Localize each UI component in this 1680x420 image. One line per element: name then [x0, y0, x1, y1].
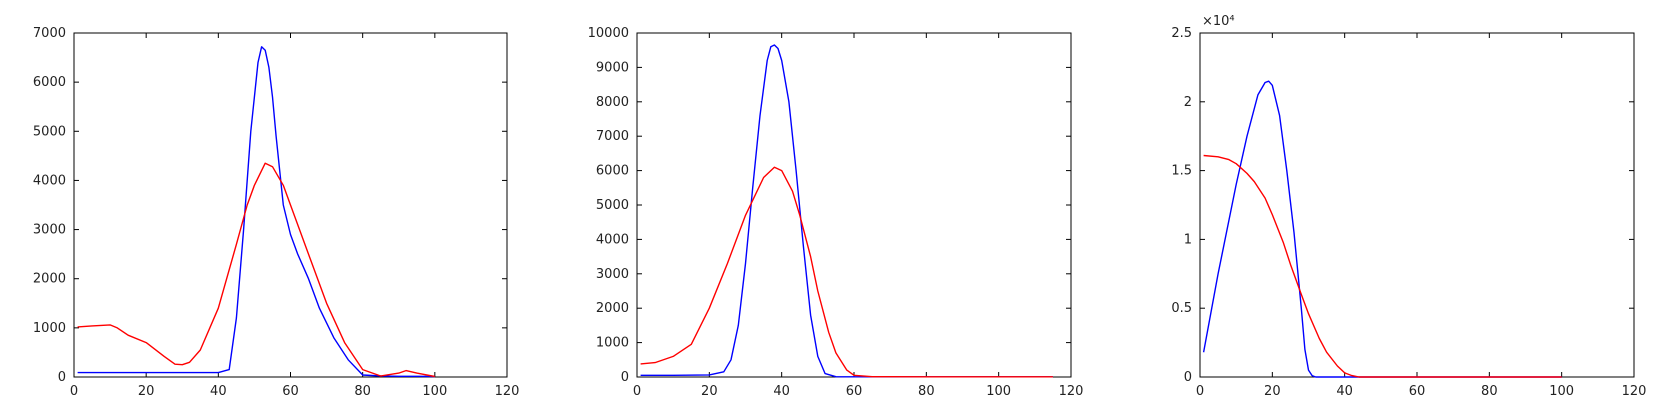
y-tick-label: 0 — [58, 370, 66, 385]
y-tick-label: 6000 — [596, 164, 629, 179]
x-tick-label: 20 — [138, 384, 155, 399]
x-tick-label: 120 — [1622, 384, 1647, 399]
y-tick-label: 2 — [1184, 95, 1192, 110]
y-tick-label: 3000 — [596, 267, 629, 282]
x-tick-label: 80 — [354, 384, 371, 399]
x-tick-label: 100 — [986, 384, 1011, 399]
y-tick-label: 2000 — [596, 301, 629, 316]
x-tick-label: 20 — [701, 384, 718, 399]
y-tick-label: 9000 — [596, 60, 629, 75]
y-tick-label: 5000 — [33, 124, 66, 139]
x-tick-label: 20 — [1264, 384, 1281, 399]
x-tick-label: 40 — [773, 384, 790, 399]
y-tick-label: 1.5 — [1171, 164, 1192, 179]
y-tick-label: 2.5 — [1171, 26, 1192, 41]
y-tick-label: 1000 — [33, 321, 66, 336]
series-line-red — [77, 162, 435, 378]
y-tick-label: 10000 — [588, 26, 629, 41]
series-line-red — [640, 166, 1053, 378]
x-tick-label: 0 — [633, 384, 641, 399]
y-tick-label: 8000 — [596, 95, 629, 110]
x-tick-label: 60 — [846, 384, 863, 399]
series-line-blue — [1202, 80, 1562, 378]
chart-panel-middle: 0 20 40 60 80 100 120 0 1000 2000 3000 4000 5000 6000… — [588, 26, 1084, 399]
series-line-blue — [77, 46, 435, 378]
x-tick-label: 80 — [918, 384, 935, 399]
x-tick-label: 100 — [422, 384, 447, 399]
chart-panel-right: 0 20 40 60 80 100 120 0 0.5 1 1.5 2 2.5 ×10⁴ — [1171, 14, 1646, 399]
x-tick-label: 120 — [1059, 384, 1084, 399]
x-tick-label: 40 — [210, 384, 227, 399]
y-tick-label: 2000 — [33, 272, 66, 287]
x-tick-label: 60 — [282, 384, 299, 399]
y-tick-label: 0 — [1184, 370, 1192, 385]
x-tick-label: 0 — [70, 384, 78, 399]
chart-panel-left: 0 20 40 60 80 100 120 0 1000 2000 3000 4000 5000 6000… — [33, 26, 520, 399]
y-tick-label: 1000 — [596, 336, 629, 351]
x-tick-label: 100 — [1549, 384, 1574, 399]
y-tick-label: 0 — [621, 370, 629, 385]
series-line-blue — [640, 44, 1053, 378]
x-tick-label: 80 — [1481, 384, 1498, 399]
y-tick-label: 1 — [1184, 232, 1192, 247]
y-tick-label: 6000 — [33, 75, 66, 90]
y-tick-label: 4000 — [596, 232, 629, 247]
y-tick-label: 5000 — [596, 198, 629, 213]
y-tick-label: 7000 — [596, 129, 629, 144]
x-tick-label: 0 — [1196, 384, 1204, 399]
y-tick-label: 4000 — [33, 173, 66, 188]
series-line-red — [1203, 154, 1562, 378]
y-tick-label: 7000 — [33, 26, 66, 41]
y-tick-label: 0.5 — [1171, 301, 1192, 316]
y-exponent-label: ×10⁴ — [1202, 14, 1235, 29]
x-tick-label: 120 — [495, 384, 520, 399]
x-tick-label: 60 — [1409, 384, 1426, 399]
x-tick-label: 40 — [1336, 384, 1353, 399]
y-tick-label: 3000 — [33, 223, 66, 238]
